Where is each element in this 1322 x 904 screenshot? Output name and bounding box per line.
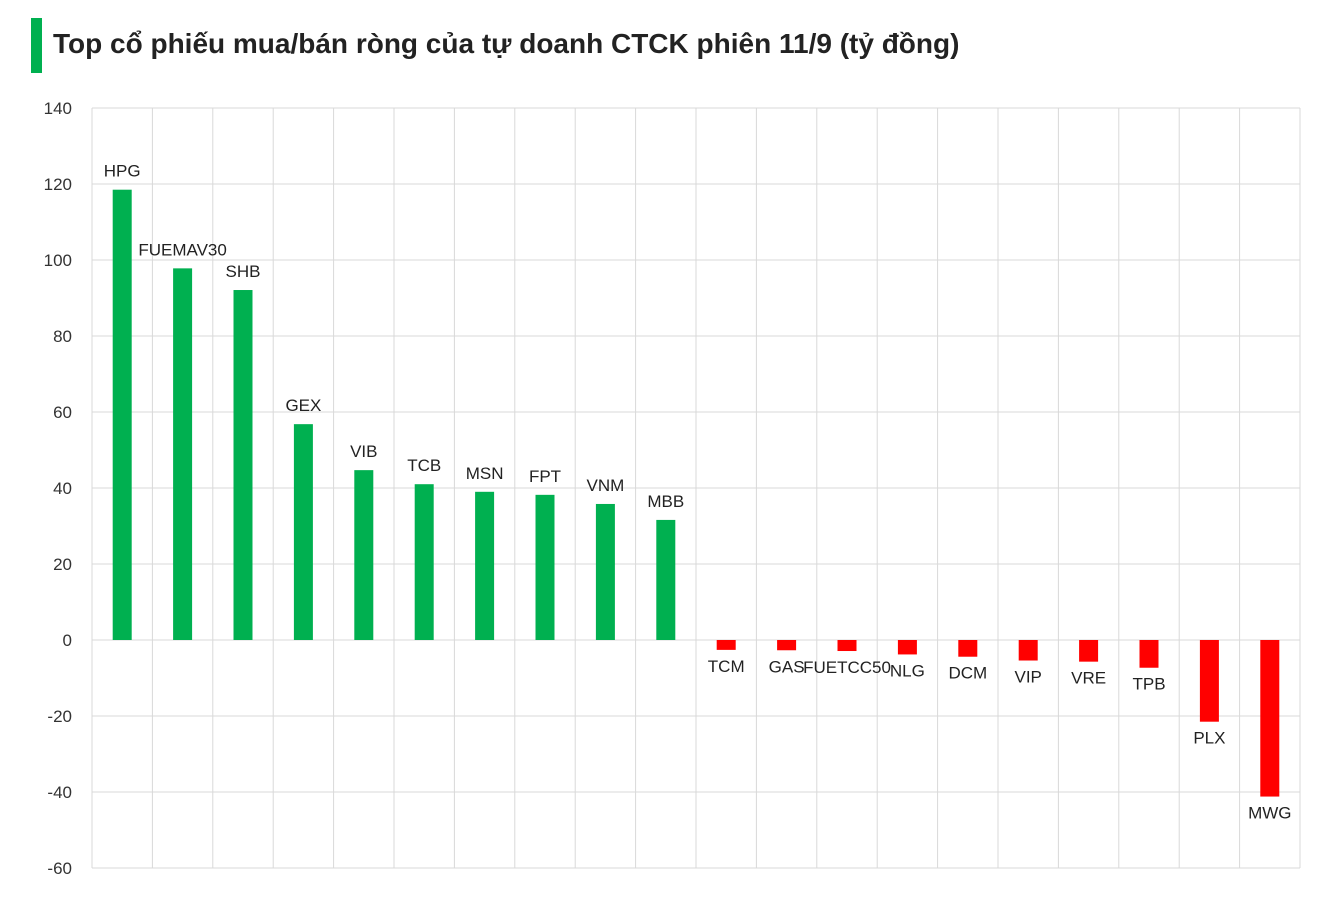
bar-vnm xyxy=(595,503,615,640)
y-tick-label: -20 xyxy=(47,707,72,726)
y-tick-label: 60 xyxy=(53,403,72,422)
y-tick-label: 20 xyxy=(53,555,72,574)
bar-nlg xyxy=(897,640,917,655)
bar-label-gex: GEX xyxy=(285,396,321,415)
bar-label-shb: SHB xyxy=(226,262,261,281)
bar-label-vnm: VNM xyxy=(587,476,625,495)
y-tick-label: 40 xyxy=(53,479,72,498)
bar-label-tpb: TPB xyxy=(1132,675,1165,694)
bar-tcb xyxy=(414,484,434,640)
bar-label-vib: VIB xyxy=(350,442,377,461)
y-tick-label: -40 xyxy=(47,783,72,802)
y-tick-label: 100 xyxy=(44,251,72,270)
bar-mwg xyxy=(1260,640,1280,797)
bar-tcm xyxy=(716,640,736,650)
y-tick-label: 0 xyxy=(63,631,72,650)
bar-label-fpt: FPT xyxy=(529,467,561,486)
bar-fuetcc50 xyxy=(837,640,857,652)
bar-hpg xyxy=(112,189,132,640)
chart-title: Top cổ phiếu mua/bán ròng của tự doanh C… xyxy=(53,28,960,59)
bar-fuemav30 xyxy=(173,268,193,640)
bar-label-fuetcc50: FUETCC50 xyxy=(803,658,891,677)
title-accent-bar xyxy=(31,18,42,73)
bar-label-gas: GAS xyxy=(769,657,805,676)
bar-label-hpg: HPG xyxy=(104,162,141,181)
bar-gex xyxy=(293,424,313,640)
bar-label-msn: MSN xyxy=(466,464,504,483)
bar-fpt xyxy=(535,494,555,640)
bar-label-dcm: DCM xyxy=(948,664,987,683)
bar-tpb xyxy=(1139,640,1159,668)
bar-shb xyxy=(233,290,253,640)
y-tick-label: 120 xyxy=(44,175,72,194)
bar-dcm xyxy=(958,640,978,657)
bar-mbb xyxy=(656,519,676,640)
bar-label-plx: PLX xyxy=(1193,729,1225,748)
bar-plx xyxy=(1199,640,1219,722)
bar-vip xyxy=(1018,640,1038,661)
bar-label-tcb: TCB xyxy=(407,456,441,475)
bar-labels: HPG FUEMAV30 SHB GEX VIB TCB MSN FPT VNM MBB TCM GA… xyxy=(104,162,1292,823)
bar-label-mwg: MWG xyxy=(1248,804,1291,823)
bar-label-fuemav30: FUEMAV30 xyxy=(138,240,227,259)
bar-label-vre: VRE xyxy=(1071,669,1106,688)
y-axis-ticks: 140 120 100 80 60 40 20 0 -20 -40 -60 xyxy=(44,99,72,878)
bar-label-mbb: MBB xyxy=(647,492,684,511)
bar-vib xyxy=(354,470,374,640)
chart-grid xyxy=(91,107,1301,869)
chart-bars xyxy=(112,189,1280,797)
bar-label-vip: VIP xyxy=(1014,668,1041,687)
bar-gas xyxy=(777,640,797,651)
bar-label-nlg: NLG xyxy=(890,661,925,680)
bar-label-tcm: TCM xyxy=(708,657,745,676)
bar-msn xyxy=(475,491,495,640)
y-tick-label: 140 xyxy=(44,99,72,118)
y-tick-label: -60 xyxy=(47,859,72,878)
bar-vre xyxy=(1079,640,1099,662)
y-tick-label: 80 xyxy=(53,327,72,346)
